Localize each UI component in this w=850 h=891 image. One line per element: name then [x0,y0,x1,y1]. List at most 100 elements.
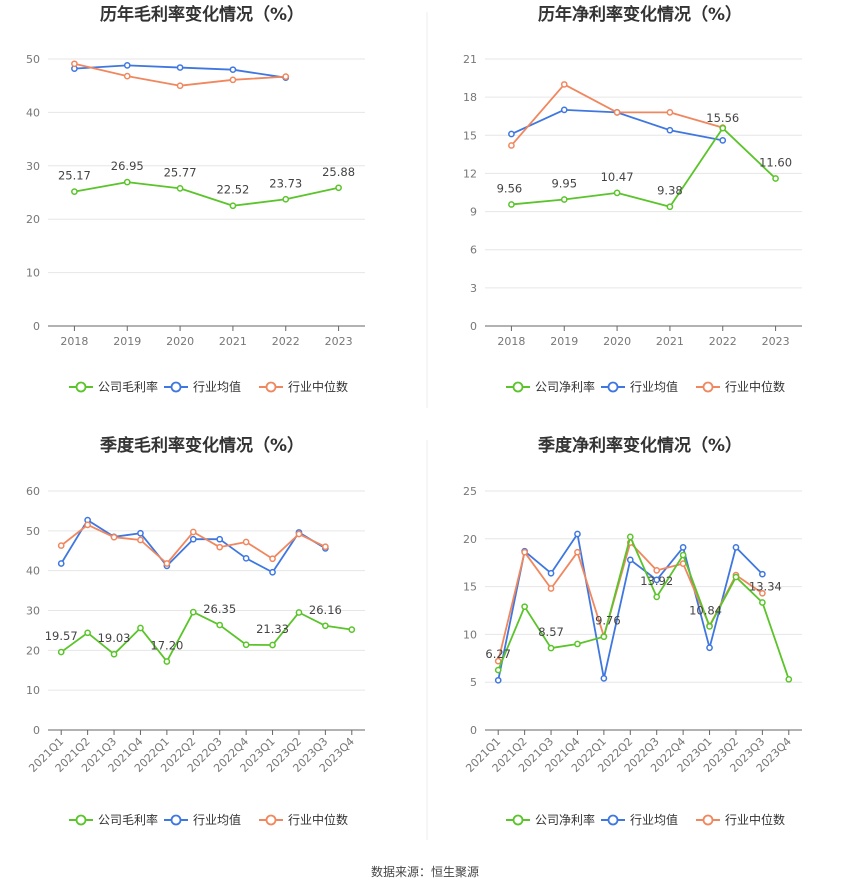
data-point-median [229,76,237,84]
data-label: 6.27 [485,647,511,661]
x-tick-label: 2021 [219,335,247,348]
x-tick-label: 2020 [166,335,194,348]
chart-annual-net-margin: 历年净利率变化情况（%） 0 3 6 9 12 15 18 21 2018 2019 2020 2021… [463,4,802,394]
data-point-avg [600,675,608,682]
y-tick-label: 12 [463,167,477,180]
data-label: 22.52 [216,183,249,197]
data-point-company [600,633,608,641]
legend-label: 公司毛利率 [98,812,158,827]
data-point-avg [123,62,131,69]
chart-quarterly-gross-margin: 季度毛利率变化情况（%）01020304050602021Q12021Q2202… [26,435,365,827]
data-point-company [560,196,568,203]
data-point-avg [547,569,555,577]
data-point-company [57,648,65,656]
legend-marker [512,814,524,826]
data-point-avg [626,556,634,564]
data-point-median [759,589,766,597]
series-line-avg [497,533,764,681]
x-tick-label: 2018 [497,335,525,348]
y-tick-label: 3 [470,282,477,295]
legend-marker [265,381,277,393]
data-label: 21.33 [256,622,289,636]
legend-label: 行业中位数 [725,812,785,827]
series-line-company [511,127,777,208]
legend-label: 行业中位数 [288,379,348,394]
legend-label: 行业均值 [193,379,241,394]
y-tick-label: 6 [470,244,477,257]
data-point-median [547,585,555,592]
legend-marker [702,814,714,826]
legend-marker [512,381,524,393]
data-point-company [732,573,740,581]
data-label: 25.17 [58,169,91,183]
data-point-company [653,593,661,601]
legend-marker [702,381,714,393]
source-note: 数据来源：恒生聚源 [371,864,479,879]
y-tick-label: 30 [26,605,40,618]
legend-marker [607,381,619,393]
y-tick-label: 9 [470,206,477,219]
y-tick-label: 21 [463,53,477,66]
data-point-avg [759,570,766,578]
data-point-company [759,599,766,606]
y-tick-label: 0 [470,320,477,333]
data-point-median [613,109,621,116]
data-point-avg [176,64,184,71]
data-point-avg [666,126,674,134]
y-tick-label: 50 [26,53,40,66]
y-tick-label: 0 [33,724,40,737]
x-tick-label: 2018 [60,335,88,348]
data-point-avg [679,544,687,551]
y-tick-label: 10 [463,628,477,641]
data-point-company [71,188,78,195]
data-point-avg [229,66,237,74]
y-tick-label: 40 [26,565,40,578]
legend-label: 行业均值 [630,379,678,394]
data-point-median [521,548,528,556]
chart-annual-gross-margin: 历年毛利率变化情况（%） 0 10 20 30 40 50 2018 2019 2020 2021 2… [26,4,365,394]
series-line-company [74,181,339,207]
y-tick-label: 60 [26,485,40,498]
data-point-median [666,109,674,116]
data-point-median [560,81,568,88]
data-point-median [269,555,276,563]
data-point-median [163,560,171,567]
data-point-avg [494,676,502,684]
data-point-median [189,528,197,536]
y-tick-label: 20 [26,213,40,226]
data-label: 15.56 [706,111,739,125]
data-point-company [163,658,171,665]
data-point-median [84,521,91,529]
data-point-company [84,629,91,637]
x-tick-label: 2022 [272,335,300,348]
data-point-company [176,185,184,192]
data-label: 19.57 [45,629,78,643]
data-point-avg [242,554,250,562]
data-point-avg [732,544,740,551]
data-point-avg [508,130,515,138]
data-point-avg [216,535,224,543]
data-point-avg [706,644,713,652]
data-label: 9.95 [551,176,577,190]
y-tick-label: 5 [470,676,477,689]
y-tick-label: 50 [26,525,40,538]
data-point-company [137,624,144,632]
data-point-median [57,542,65,549]
data-point-avg [189,535,197,543]
data-point-company [348,626,356,633]
y-tick-label: 15 [463,581,477,594]
data-point-avg [560,106,568,114]
data-label: 19.03 [98,631,131,645]
series-line-company [60,611,352,663]
legend-marker [75,814,87,826]
data-point-median [242,538,250,546]
data-point-median [137,536,144,544]
data-point-company [189,608,197,616]
data-label: 17.20 [150,638,183,652]
data-point-median [110,533,118,541]
data-point-company [679,551,687,559]
y-tick-label: 15 [463,129,477,142]
data-point-median [295,530,303,538]
legend-label: 公司净利率 [535,812,595,827]
data-label: 10.84 [689,603,722,617]
